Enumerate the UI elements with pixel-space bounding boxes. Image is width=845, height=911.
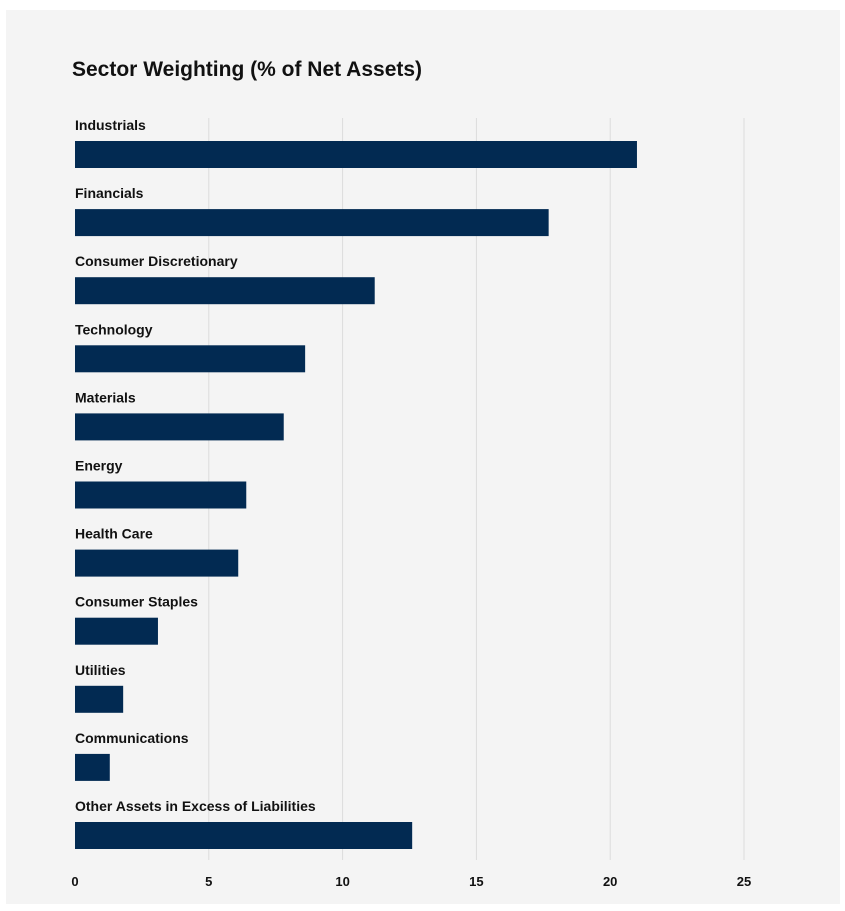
- category-label-industrials: Industrials: [75, 117, 146, 133]
- category-label-materials: Materials: [75, 389, 136, 405]
- x-tick-label-0: 0: [71, 874, 78, 889]
- bar-materials: [75, 413, 284, 441]
- category-label-communications: Communications: [75, 730, 189, 746]
- x-tick-label-20: 20: [603, 874, 617, 889]
- category-label-utilities: Utilities: [75, 662, 126, 678]
- bar-financials: [75, 209, 549, 237]
- bar-utilities: [75, 685, 124, 713]
- category-label-consumer-staples: Consumer Staples: [75, 594, 198, 610]
- bar-industrials: [75, 141, 637, 168]
- x-tick-label-5: 5: [205, 874, 212, 889]
- category-label-financials: Financials: [75, 185, 144, 201]
- category-label-other-assets-in-excess-of-liabilities: Other Assets in Excess of Liabilities: [75, 798, 316, 814]
- category-label-energy: Energy: [75, 458, 123, 474]
- bar-other-assets-in-excess-of-liabilities: [75, 822, 413, 849]
- bar-health-care: [75, 549, 239, 577]
- chart-title: Sector Weighting (% of Net Assets): [72, 58, 423, 81]
- bar-consumer-staples: [75, 617, 158, 645]
- x-tick-label-15: 15: [469, 874, 483, 889]
- bar-consumer-discretionary: [75, 277, 375, 305]
- bar-technology: [75, 345, 306, 373]
- bar-energy: [75, 481, 247, 509]
- category-label-technology: Technology: [75, 321, 153, 337]
- category-label-health-care: Health Care: [75, 526, 153, 542]
- bar-communications: [75, 753, 110, 781]
- x-tick-label-25: 25: [737, 874, 751, 889]
- category-label-consumer-discretionary: Consumer Discretionary: [75, 253, 238, 269]
- x-tick-label-10: 10: [335, 874, 349, 889]
